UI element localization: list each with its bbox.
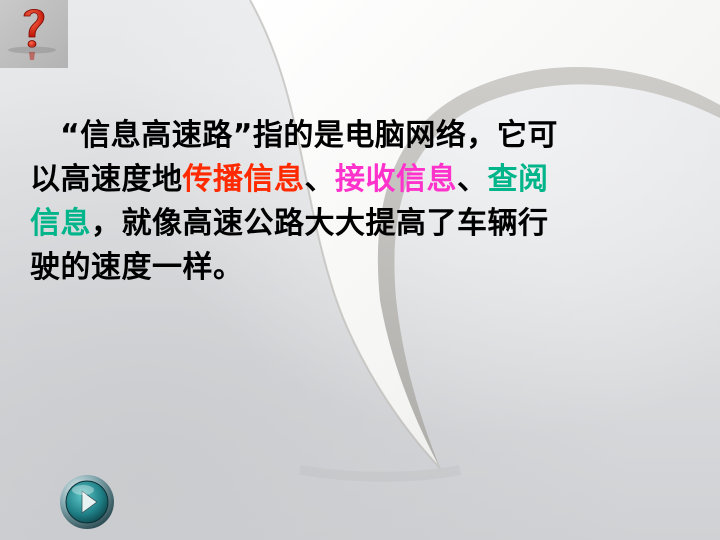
highlight-spread-info: 传播信息 — [182, 162, 305, 197]
next-slide-button[interactable] — [59, 474, 115, 530]
corner-badge — [0, 0, 68, 68]
highlight-lookup-info-cont: 信息 — [30, 206, 91, 241]
question-mark-icon — [8, 8, 56, 60]
paragraph-line-3: 信息，就像高速公路大大提高了车辆行 — [30, 206, 549, 241]
paragraph-line-2: 以高速度地传播信息、接收信息、查阅 — [30, 162, 549, 197]
play-next-icon — [60, 475, 114, 529]
highlight-receive-info: 接收信息 — [335, 162, 457, 197]
highlight-lookup-info: 查阅 — [487, 162, 549, 197]
main-paragraph: “信息高速路”指的是电脑网络，它可 以高速度地传播信息、接收信息、查阅 信息，就… — [30, 114, 650, 290]
paragraph-line-1: “信息高速路”指的是电脑网络，它可 — [60, 118, 558, 153]
paragraph-line-4: 驶的速度一样。 — [30, 250, 244, 285]
